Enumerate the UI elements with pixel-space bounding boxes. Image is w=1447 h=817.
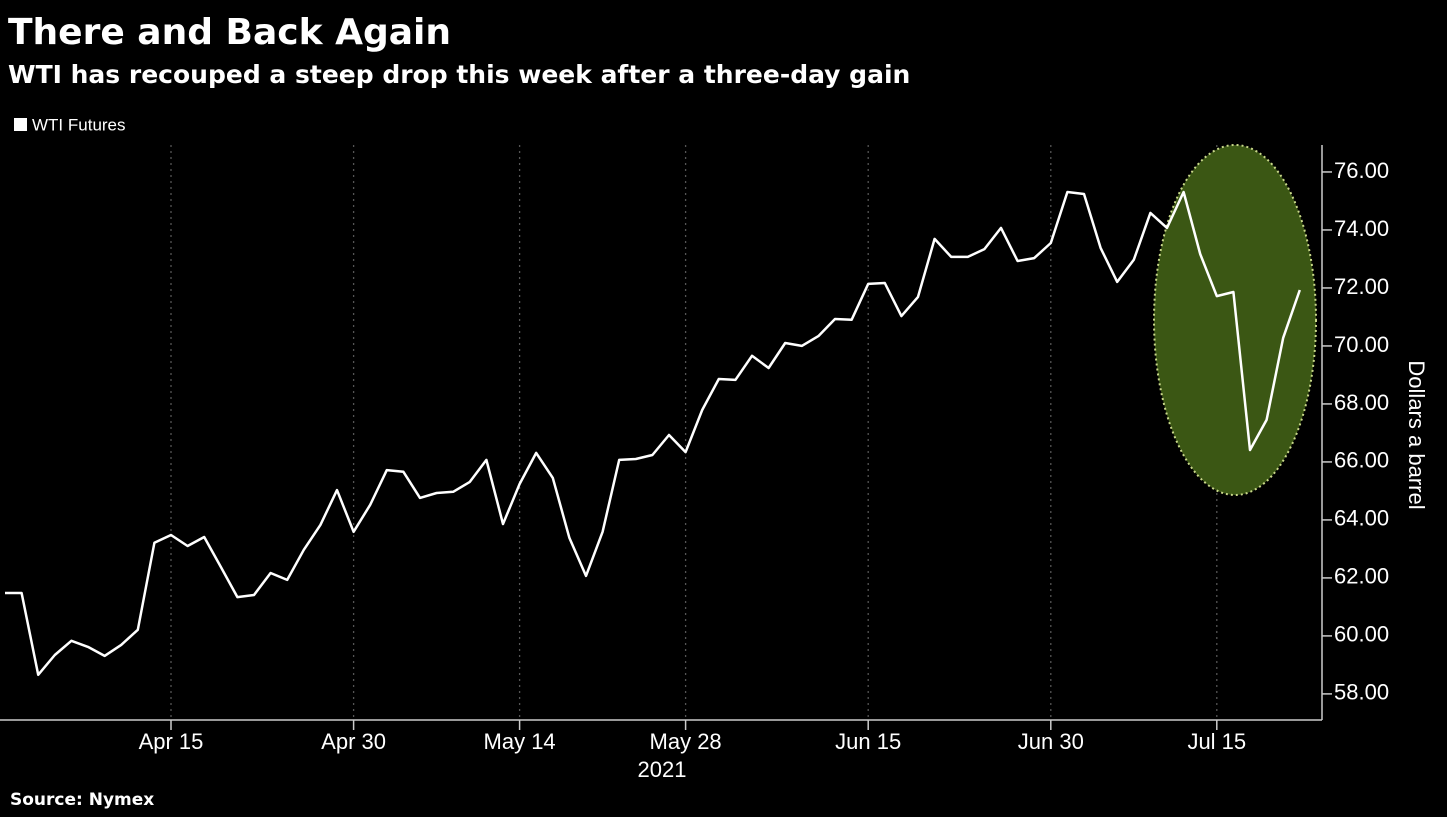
y-tick-label: 68.00: [1334, 390, 1389, 415]
y-tick-label: 62.00: [1334, 564, 1389, 589]
y-tick-label: 64.00: [1334, 506, 1389, 531]
chart-title: There and Back Again: [8, 12, 451, 53]
x-axis-label: 2021: [638, 757, 687, 782]
source: Source: Nymex: [10, 790, 154, 810]
legend-swatch: [14, 118, 27, 131]
x-tick-label: Apr 30: [321, 729, 386, 754]
highlight: [1153, 144, 1317, 496]
x-tick-label: Jun 30: [1018, 729, 1084, 754]
x-tick-label: May 28: [650, 729, 722, 754]
y-tick-label: 74.00: [1334, 216, 1389, 241]
x-tick-label: May 14: [484, 729, 556, 754]
chart-subtitle: WTI has recouped a steep drop this week …: [8, 60, 910, 89]
legend-label: WTI Futures: [32, 115, 126, 134]
y-tick-label: 70.00: [1334, 332, 1389, 357]
y-tick-label: 58.00: [1334, 680, 1389, 705]
series-line: [5, 190, 1301, 677]
x-tick-label: Jun 15: [835, 729, 901, 754]
y-tick-label: 76.00: [1334, 158, 1389, 183]
y-axis-label: Dollars a barrel: [1404, 360, 1429, 509]
x-tick-label: Jul 15: [1187, 729, 1246, 754]
y-tick-label: 72.00: [1334, 274, 1389, 299]
y-tick-label: 60.00: [1334, 622, 1389, 647]
y-tick-label: 66.00: [1334, 448, 1389, 473]
x-tick-label: Apr 15: [139, 729, 204, 754]
